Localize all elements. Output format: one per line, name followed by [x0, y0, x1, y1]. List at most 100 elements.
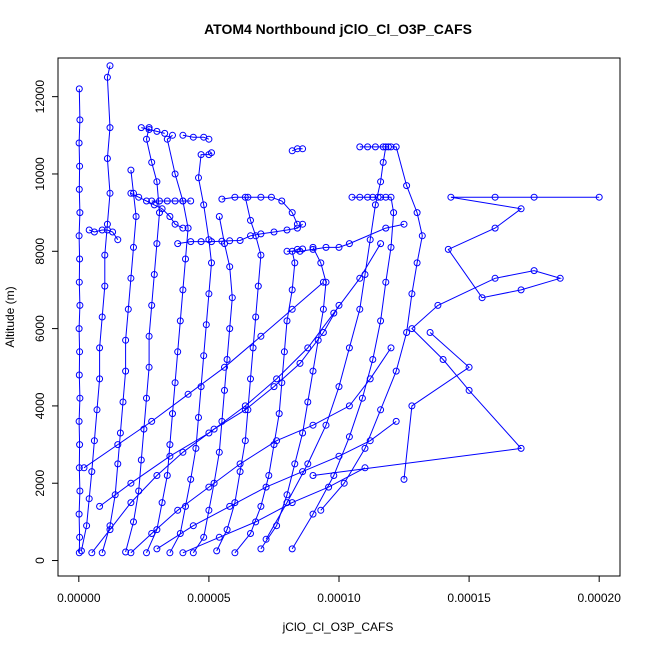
data-point — [439, 356, 447, 363]
data-point — [106, 526, 114, 534]
data-point — [374, 193, 382, 201]
data-point — [252, 313, 260, 321]
data-point — [96, 344, 104, 352]
data-point — [265, 472, 273, 479]
data-point — [275, 410, 283, 418]
data-point — [171, 379, 179, 387]
data-point — [288, 545, 296, 553]
data-point — [348, 193, 356, 201]
data-point — [103, 73, 111, 81]
series-line — [80, 65, 111, 552]
data-point — [166, 549, 174, 557]
data-point — [257, 230, 265, 238]
data-point — [205, 483, 213, 491]
data-point — [96, 375, 104, 383]
data-point — [75, 417, 83, 425]
data-point — [358, 394, 366, 402]
chart-title: ATOM4 Northbound jClO_Cl_O3P_CAFS — [204, 21, 472, 37]
data-point — [382, 224, 390, 232]
series-5 — [143, 131, 192, 557]
data-point — [85, 226, 93, 234]
data-point — [158, 499, 166, 507]
series-line — [91, 305, 340, 554]
data-point — [595, 193, 603, 201]
data-point — [76, 441, 84, 449]
data-point — [377, 317, 385, 325]
data-point — [205, 290, 213, 298]
data-point — [283, 317, 291, 325]
data-point — [143, 394, 150, 402]
series-group — [75, 62, 603, 557]
data-point — [226, 325, 234, 333]
series-line — [234, 248, 303, 554]
data-point — [106, 62, 114, 70]
data-point — [208, 259, 215, 267]
data-point — [226, 263, 234, 271]
series-line — [141, 127, 165, 134]
data-point — [288, 209, 296, 217]
data-point — [283, 226, 291, 234]
data-point — [114, 236, 122, 244]
plot-frame — [57, 57, 621, 577]
data-point — [153, 127, 161, 135]
data-point — [122, 367, 130, 375]
data-point — [218, 195, 226, 203]
series-6 — [166, 149, 215, 557]
data-point — [153, 472, 161, 479]
data-point — [335, 383, 343, 391]
data-point — [166, 441, 174, 449]
data-point — [106, 124, 114, 132]
data-point — [75, 185, 83, 193]
data-point — [283, 247, 291, 255]
data-point — [179, 549, 187, 557]
data-point — [408, 290, 416, 298]
data-point — [205, 429, 213, 437]
data-point — [145, 363, 153, 371]
data-point — [106, 189, 114, 197]
y-tick-label: 6000 — [33, 315, 47, 342]
data-point — [322, 421, 330, 429]
data-point — [345, 240, 353, 248]
data-point — [319, 305, 327, 313]
data-point — [556, 274, 564, 282]
series-line — [312, 196, 600, 476]
data-point — [356, 193, 364, 201]
data-point — [379, 143, 387, 151]
data-point — [335, 452, 343, 460]
series-15 — [400, 329, 473, 483]
data-point — [153, 526, 161, 534]
data-point — [166, 452, 174, 460]
y-tick-label: 0 — [33, 557, 47, 564]
series-2 — [77, 62, 114, 555]
data-point — [76, 255, 84, 263]
data-point — [213, 547, 221, 555]
data-point — [236, 237, 244, 244]
data-point — [434, 301, 442, 309]
data-point — [153, 178, 161, 186]
data-point — [130, 243, 137, 251]
data-point — [158, 205, 166, 213]
data-point — [75, 549, 83, 557]
data-point — [517, 205, 525, 213]
data-point — [325, 483, 333, 491]
data-point — [400, 220, 408, 228]
data-point — [127, 479, 135, 487]
data-point — [530, 193, 538, 201]
data-point — [270, 228, 278, 236]
data-point — [340, 479, 348, 487]
data-point — [309, 421, 317, 429]
data-point — [189, 522, 197, 530]
data-point — [330, 309, 338, 317]
data-point — [76, 487, 84, 495]
series-line — [287, 223, 405, 252]
data-point — [361, 444, 369, 452]
data-point — [127, 189, 135, 197]
data-point — [184, 224, 192, 232]
data-point — [143, 549, 150, 557]
data-point — [491, 224, 499, 232]
data-point — [187, 475, 195, 483]
data-point — [174, 348, 182, 356]
data-point — [413, 209, 421, 217]
x-tick-label: 0.00010 — [317, 591, 361, 605]
series-line — [125, 127, 161, 553]
